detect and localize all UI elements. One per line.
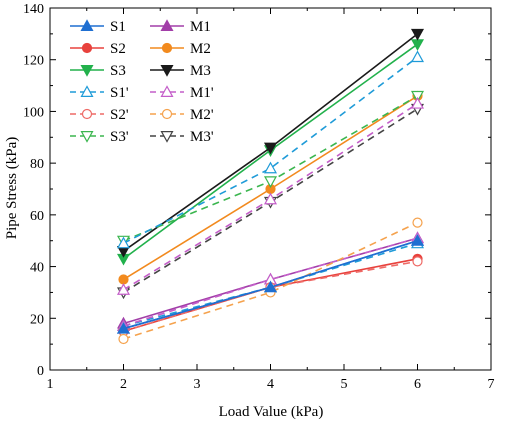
data-point-marker <box>263 142 278 155</box>
series-line <box>123 221 418 340</box>
series-line <box>123 260 418 332</box>
y-tick-label: 40 <box>30 261 44 276</box>
legend-label: M3 <box>190 63 211 79</box>
x-tick-label: 6 <box>414 377 421 392</box>
y-tick-label: 140 <box>23 2 44 17</box>
legend-item: M2 <box>150 41 211 57</box>
legend-swatch-marker <box>80 19 94 31</box>
data-point-marker <box>263 161 278 174</box>
legend-swatch-marker <box>80 64 94 77</box>
legend-swatch-marker <box>81 108 93 120</box>
legend-item: S1 <box>70 19 126 35</box>
legend-swatch-marker <box>81 42 93 54</box>
data-point-marker <box>263 176 278 188</box>
legend-item: S3 <box>70 63 126 79</box>
legend-label: S1 <box>110 19 126 35</box>
series-line <box>123 242 418 327</box>
data-point-marker <box>412 256 423 267</box>
data-point-marker <box>412 217 423 228</box>
y-tick-label: 120 <box>23 54 44 69</box>
x-tick-label: 1 <box>47 377 54 392</box>
y-tick-label: 20 <box>30 312 44 327</box>
data-point-marker <box>116 283 131 295</box>
x-axis-title: Load Value (kPa) <box>219 404 324 420</box>
legend-item: M1' <box>150 85 214 101</box>
legend-swatch-marker <box>161 108 173 120</box>
legend-item: M2' <box>150 107 214 123</box>
data-point-marker <box>118 274 129 285</box>
legend: S1 M1 S2 M2 S3 M3 S1' M1' S2' M2' S3' M3' <box>70 19 214 145</box>
data-point-marker <box>116 236 131 249</box>
y-tick-label: 60 <box>30 209 44 224</box>
legend-label: M1 <box>190 19 211 35</box>
series-s1-prime-upper <box>116 50 425 249</box>
legend-swatch-marker <box>160 131 174 143</box>
x-tick-label: 4 <box>267 377 274 392</box>
x-tick-label: 2 <box>120 377 127 392</box>
series-m2-prime <box>118 217 423 345</box>
legend-item: S3' <box>70 129 129 145</box>
data-point-marker <box>410 96 425 109</box>
legend-swatch-marker <box>80 131 94 143</box>
legend-label: M2 <box>190 41 211 57</box>
legend-label: S1' <box>110 85 129 101</box>
legend-label: S2' <box>110 107 129 123</box>
data-point-marker <box>118 333 129 345</box>
legend-swatch-marker <box>161 42 173 54</box>
data-point-marker <box>410 90 425 103</box>
legend-item: M3' <box>150 129 214 145</box>
x-tick-label: 3 <box>194 377 201 392</box>
series-s1-upper <box>116 233 425 334</box>
legend-item: M3 <box>150 63 211 79</box>
series-m3 <box>116 28 425 258</box>
y-tick-label: 0 <box>37 364 44 379</box>
data-point-marker <box>263 192 278 205</box>
legend-swatch-marker <box>160 19 174 31</box>
data-point-marker <box>263 280 278 293</box>
legend-label: M3' <box>190 129 214 145</box>
data-point-marker <box>116 321 131 334</box>
y-tick-label: 100 <box>23 105 44 120</box>
data-point-marker <box>410 28 425 41</box>
legend-item: M1 <box>150 19 211 35</box>
series-line <box>123 237 418 327</box>
y-tick-label: 80 <box>30 157 44 172</box>
data-point-marker <box>410 233 425 246</box>
legend-swatch-marker <box>80 85 94 98</box>
legend-label: S3' <box>110 129 129 145</box>
x-tick-label: 5 <box>341 377 348 392</box>
legend-swatch-marker <box>160 85 174 98</box>
data-point-marker <box>410 39 425 51</box>
axes: 1 2 3 4 5 6 7 0 20 40 60 80 100 120 140 <box>23 2 495 392</box>
legend-label: S2 <box>110 41 126 57</box>
series-m1-prime-upper <box>116 96 425 295</box>
legend-swatch-marker <box>160 64 174 77</box>
series-layer <box>116 28 425 345</box>
data-point-marker <box>410 50 425 63</box>
legend-label: M1' <box>190 85 214 101</box>
legend-label: S3 <box>110 63 126 79</box>
legend-item: S1' <box>70 85 129 101</box>
y-axis-title: Pipe Stress (kPa) <box>4 137 20 240</box>
legend-item: S2 <box>70 41 126 57</box>
legend-item: S2' <box>70 107 129 123</box>
legend-label: M2' <box>190 107 214 123</box>
x-tick-label: 7 <box>488 377 495 392</box>
